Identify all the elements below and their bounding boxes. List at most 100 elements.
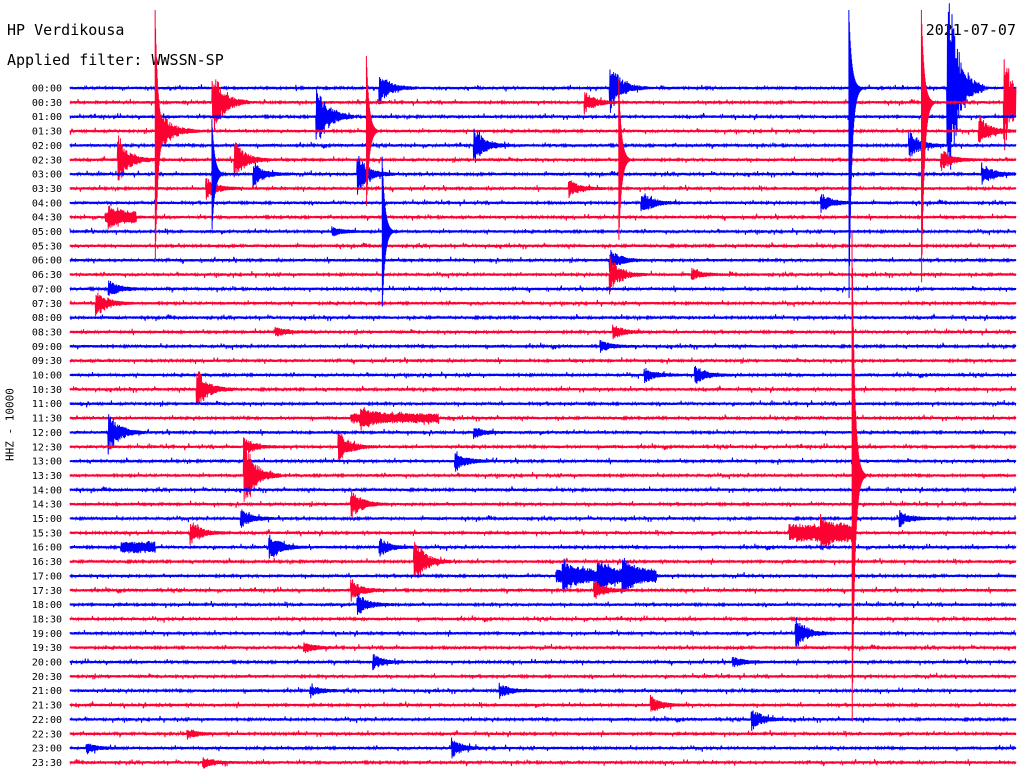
time-tick-1930: 19:30 <box>32 643 62 654</box>
time-tick-1700: 17:00 <box>32 571 62 582</box>
time-tick-2200: 22:00 <box>32 715 62 726</box>
trace-row-1430 <box>69 489 1017 518</box>
trace-row-1700 <box>69 558 1017 593</box>
time-tick-0530: 05:30 <box>32 241 62 252</box>
time-tick-0700: 07:00 <box>32 284 62 295</box>
time-tick-1630: 16:30 <box>32 557 62 568</box>
trace-row-2030 <box>69 672 1017 680</box>
large-event-5 <box>618 79 637 240</box>
trace-row-1000 <box>69 366 1017 384</box>
time-tick-0800: 08:00 <box>32 313 62 324</box>
time-tick-1330: 13:30 <box>32 471 62 482</box>
time-tick-1200: 12:00 <box>32 428 62 439</box>
time-tick-1900: 19:00 <box>32 629 62 640</box>
trace-row-1500 <box>69 509 1017 528</box>
trace-row-1600 <box>69 534 1017 559</box>
station-name: HP Verdikousa <box>7 21 125 39</box>
trace-row-0330 <box>69 178 1017 200</box>
trace-row-2230 <box>69 729 1017 740</box>
time-tick-1430: 14:30 <box>32 500 62 511</box>
large-event-2 <box>154 9 174 262</box>
time-tick-1530: 15:30 <box>32 528 62 539</box>
time-tick-0330: 03:30 <box>32 184 62 195</box>
trace-row-2300 <box>69 737 1017 759</box>
time-tick-1300: 13:00 <box>32 457 62 468</box>
trace-row-0500 <box>69 226 1017 237</box>
time-tick-1800: 18:00 <box>32 600 62 611</box>
trace-row-0100 <box>69 86 1017 140</box>
time-tick-1730: 17:30 <box>32 586 62 597</box>
time-tick-2030: 20:30 <box>32 672 62 683</box>
trace-row-1830 <box>69 615 1017 623</box>
time-tick-0000: 00:00 <box>32 84 62 95</box>
time-tick-0930: 09:30 <box>32 356 62 367</box>
time-tick-1130: 11:30 <box>32 414 62 425</box>
trace-row-0430 <box>69 205 1017 230</box>
trace-row-1130 <box>69 407 1017 431</box>
time-tick-2300: 23:00 <box>32 744 62 755</box>
large-event-7 <box>851 230 871 721</box>
trace-row-0230 <box>69 135 1017 181</box>
trace-row-1400 <box>69 485 1017 494</box>
trace-row-1100 <box>69 399 1017 408</box>
time-tick-0130: 01:30 <box>32 127 62 138</box>
trace-row-0200 <box>69 128 1017 163</box>
time-tick-1500: 15:00 <box>32 514 62 525</box>
trace-row-0730 <box>69 292 1017 317</box>
trace-row-1630 <box>69 541 1017 578</box>
time-tick-0900: 09:00 <box>32 342 62 353</box>
time-tick-0630: 06:30 <box>32 270 62 281</box>
trace-row-1300 <box>69 451 1017 472</box>
time-tick-0200: 02:00 <box>32 141 62 152</box>
trace-row-1030 <box>69 371 1017 404</box>
large-event-3 <box>365 56 385 207</box>
trace-row-2200 <box>69 710 1017 731</box>
time-tick-2130: 21:30 <box>32 701 62 712</box>
time-tick-1000: 10:00 <box>32 371 62 382</box>
filter-label: Applied filter: WWSSN-SP <box>7 51 224 69</box>
time-tick-2230: 22:30 <box>32 729 62 740</box>
trace-row-0830 <box>69 324 1017 340</box>
trace-row-0030 <box>69 59 1017 151</box>
trace-row-0930 <box>69 357 1017 365</box>
trace-row-1800 <box>69 593 1017 615</box>
time-tick-labels: 00:00 00:30 01:00 01:30 02:00 02:30 03:00 03:30… <box>32 84 62 769</box>
time-tick-0430: 04:30 <box>32 213 62 224</box>
trace-row-0700 <box>69 280 1017 296</box>
trace-row-0130 <box>69 115 1017 145</box>
trace-row-2000 <box>69 654 1017 671</box>
trace-group <box>69 3 1017 769</box>
trace-row-2100 <box>69 682 1017 699</box>
trace-row-2130 <box>69 694 1017 712</box>
trace-row-1200 <box>69 414 1017 455</box>
large-event-4 <box>211 119 230 230</box>
trace-row-1530 <box>69 514 1017 550</box>
large-event-1 <box>920 9 940 283</box>
time-tick-0300: 03:00 <box>32 170 62 181</box>
trace-row-1930 <box>69 642 1017 654</box>
trace-row-1730 <box>69 579 1017 602</box>
time-tick-0500: 05:00 <box>32 227 62 238</box>
time-tick-1600: 16:00 <box>32 543 62 554</box>
large-event-6 <box>381 156 401 307</box>
large-event-0 <box>848 9 868 299</box>
time-tick-0730: 07:30 <box>32 299 62 310</box>
trace-row-1900 <box>69 617 1017 648</box>
time-tick-0400: 04:00 <box>32 198 62 209</box>
trace-row-0600 <box>69 249 1017 272</box>
time-tick-1230: 12:30 <box>32 442 62 453</box>
time-tick-0100: 01:00 <box>32 112 62 123</box>
trace-row-0630 <box>69 256 1017 295</box>
trace-row-2330 <box>69 757 1017 769</box>
time-tick-1100: 11:00 <box>32 399 62 410</box>
time-tick-1030: 10:30 <box>32 385 62 396</box>
time-tick-2100: 21:00 <box>32 686 62 697</box>
time-tick-1400: 14:00 <box>32 485 62 496</box>
time-tick-0600: 06:00 <box>32 256 62 267</box>
time-tick-2330: 23:30 <box>32 758 62 769</box>
time-tick-1830: 18:30 <box>32 614 62 625</box>
trace-row-0400 <box>69 193 1017 213</box>
trace-row-0800 <box>69 313 1017 322</box>
time-tick-0230: 02:30 <box>32 155 62 166</box>
